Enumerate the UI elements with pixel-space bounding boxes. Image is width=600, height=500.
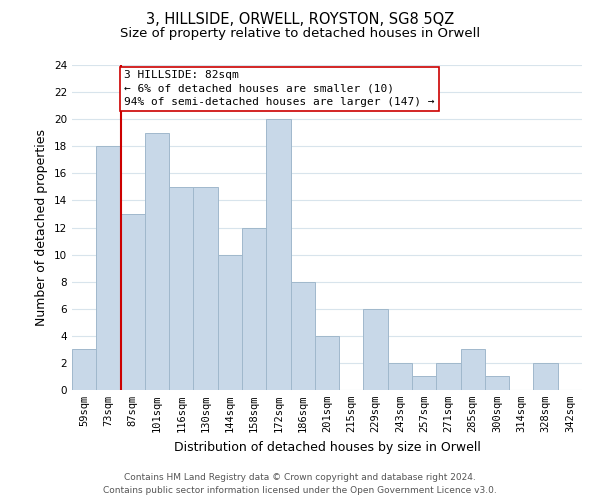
Bar [290, 282, 315, 390]
Bar [436, 363, 461, 390]
Bar [533, 363, 558, 390]
Bar [461, 350, 485, 390]
X-axis label: Distribution of detached houses by size in Orwell: Distribution of detached houses by size … [173, 440, 481, 454]
Bar [364, 308, 388, 390]
Bar [315, 336, 339, 390]
Text: 3 HILLSIDE: 82sqm
← 6% of detached houses are smaller (10)
94% of semi-detached : 3 HILLSIDE: 82sqm ← 6% of detached house… [124, 70, 435, 107]
Bar [412, 376, 436, 390]
Bar [388, 363, 412, 390]
Bar [485, 376, 509, 390]
Bar [96, 146, 121, 390]
Bar [193, 187, 218, 390]
Bar [169, 187, 193, 390]
Bar [145, 132, 169, 390]
Bar [242, 228, 266, 390]
Bar [72, 350, 96, 390]
Bar [218, 254, 242, 390]
Text: Size of property relative to detached houses in Orwell: Size of property relative to detached ho… [120, 28, 480, 40]
Text: Contains HM Land Registry data © Crown copyright and database right 2024.
Contai: Contains HM Land Registry data © Crown c… [103, 474, 497, 495]
Bar [121, 214, 145, 390]
Bar [266, 119, 290, 390]
Text: 3, HILLSIDE, ORWELL, ROYSTON, SG8 5QZ: 3, HILLSIDE, ORWELL, ROYSTON, SG8 5QZ [146, 12, 454, 28]
Y-axis label: Number of detached properties: Number of detached properties [35, 129, 49, 326]
